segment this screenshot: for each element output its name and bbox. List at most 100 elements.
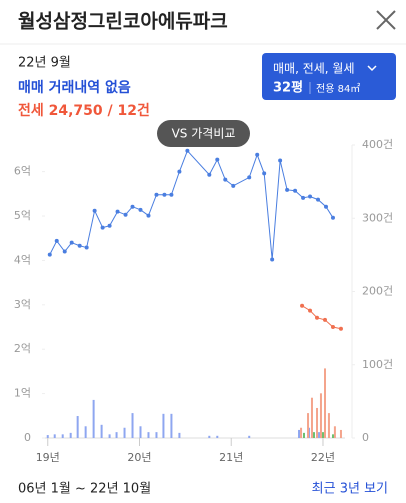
volume-bar (333, 426, 336, 438)
filter-types: 매매, 전세, 월세 (273, 62, 355, 76)
price-point (138, 207, 143, 212)
y-tick-label: 0 (24, 431, 31, 444)
filter-area: 전용 84㎡ (316, 83, 360, 95)
volume-bar (248, 435, 251, 438)
chart: 0 1억 2억 3억 4억 5억 6억 0 100건 200건 300건 400건 19년 20년 21년 2… (14, 138, 393, 464)
price-point (115, 209, 120, 214)
volume-bar (302, 432, 305, 438)
price-point (69, 240, 74, 245)
price-point (54, 238, 59, 243)
price-point (84, 245, 89, 250)
price-point (255, 152, 260, 157)
price-point (308, 194, 313, 199)
volume-bar (84, 426, 87, 438)
recent-link[interactable]: 최근 3년 보기 (312, 482, 388, 497)
y-tick-label: 6억 (14, 165, 31, 178)
volume-bar (324, 368, 326, 438)
y-tick-label: 1억 (14, 387, 31, 400)
y2-tick-label: 400건 (362, 138, 393, 151)
y2-tick-label: 0 (362, 431, 369, 444)
volume-bar (327, 413, 330, 438)
lease-summary: 전세 24,750 / 12건 (18, 102, 150, 119)
volume-bar (298, 429, 301, 438)
volume-bar (46, 435, 49, 438)
y-tick-label: 3억 (14, 298, 31, 311)
close-button[interactable] (376, 10, 396, 30)
price-point (316, 197, 321, 202)
volume-bar (178, 432, 181, 438)
x-tick-label: 21년 (219, 451, 243, 464)
volume-bar (300, 427, 303, 438)
price-point (47, 252, 52, 257)
price-point (278, 158, 283, 163)
price-point (300, 303, 305, 308)
chevron (367, 65, 377, 72)
volume-bar (170, 413, 173, 438)
volume-bar (53, 434, 56, 438)
price-point (146, 213, 151, 218)
volume-bar (92, 399, 95, 438)
x-tick-label: 20년 (127, 451, 151, 464)
trade-summary: 매매 거래내역 없음 (18, 79, 131, 96)
volume-bar (155, 432, 158, 438)
volume-bar (162, 413, 165, 438)
volume-bar (131, 413, 134, 438)
price-point (185, 148, 190, 153)
price-point (270, 257, 275, 262)
volume-bar (339, 429, 342, 438)
price-point (330, 215, 335, 220)
volume-bar (307, 413, 310, 438)
volume-bar (308, 427, 311, 438)
compare-button[interactable]: VS 가격비교 (157, 120, 250, 147)
volume-bar (147, 432, 150, 438)
volume-bar (123, 427, 126, 438)
y-tick-label: 2억 (14, 342, 31, 355)
price-point (338, 326, 343, 331)
filter-box (262, 53, 396, 100)
price-point (293, 188, 298, 193)
compare-pill (157, 120, 250, 147)
price-point (154, 192, 159, 197)
price-point (130, 204, 135, 209)
price-point (330, 325, 335, 330)
price-point (100, 225, 105, 230)
price-point (77, 243, 82, 248)
price-point (231, 183, 236, 188)
y2-tick-label: 100건 (362, 358, 393, 371)
price-point (162, 192, 167, 197)
volume-bar (61, 434, 64, 438)
volume-bar (216, 435, 219, 438)
price-point (207, 172, 212, 177)
price-point (323, 317, 327, 322)
volume-bar (321, 432, 324, 438)
price-point (308, 308, 313, 313)
price-point (262, 171, 267, 176)
volume-bar (76, 416, 79, 438)
volume-bar (100, 424, 103, 438)
volume-bar (139, 426, 142, 438)
price-point (215, 157, 220, 162)
price-point (177, 169, 182, 174)
price-point (107, 223, 112, 228)
price-point (315, 315, 320, 320)
filter-button[interactable]: 매매, 전세, 월세 32평 전용 84㎡ (262, 53, 396, 100)
price-point (62, 249, 67, 254)
summary-date: 22년 9월 (18, 56, 71, 71)
y2-tick-label: 200건 (362, 285, 393, 298)
filter-size: 32평 (273, 80, 303, 96)
y-tick-label: 4억 (14, 253, 31, 266)
price-point (324, 204, 329, 209)
volume-bar (318, 432, 321, 438)
x-tick-label: 19년 (36, 451, 60, 464)
x-tick-label: 22년 (311, 451, 335, 464)
volume-bar (316, 407, 319, 438)
volume-bar (319, 393, 322, 438)
volume-bar (312, 432, 315, 438)
volume-bar (310, 397, 313, 438)
price-point (301, 195, 306, 200)
volume-bar (331, 434, 334, 438)
volume-bar (115, 432, 118, 438)
compare-label: VS 가격비교 (172, 127, 236, 141)
volume-bar (69, 432, 72, 438)
